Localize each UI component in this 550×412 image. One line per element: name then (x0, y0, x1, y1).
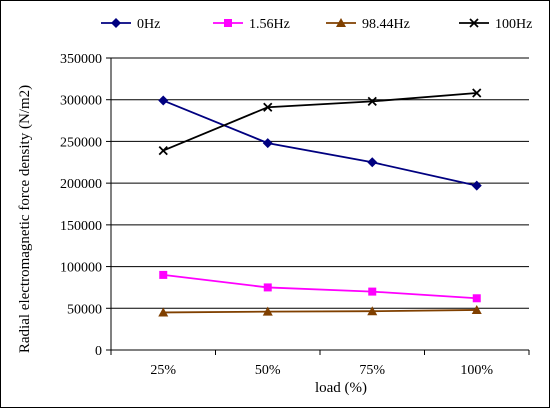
grid-lines (111, 57, 529, 309)
y-tick-label: 150000 (60, 219, 102, 234)
legend-item: 0Hz (101, 17, 160, 32)
legend-marker (111, 18, 121, 28)
legend-item: 98.44Hz (326, 17, 410, 32)
y-tick-label: 0 (95, 344, 102, 359)
data-point (263, 102, 273, 112)
series-100Hz (158, 88, 482, 156)
data-point (472, 294, 481, 303)
x-tick-label: 50% (255, 363, 281, 378)
data-point (368, 287, 377, 296)
legend-item: 1.56Hz (213, 17, 290, 32)
legend-label: 1.56Hz (249, 17, 290, 32)
data-point (367, 306, 378, 316)
legend-label: 0Hz (137, 17, 160, 32)
data-point (367, 96, 377, 107)
data-point (263, 283, 272, 292)
series-line (162, 92, 477, 152)
data-point (472, 88, 482, 98)
x-tick-label: 75% (359, 363, 385, 378)
series-98.44Hz (158, 304, 482, 317)
legend-label: 98.44Hz (362, 17, 410, 32)
legend-marker (469, 18, 479, 28)
y-tick-label: 50000 (67, 302, 102, 317)
y-tick-label: 350000 (60, 52, 102, 67)
data-point (158, 145, 168, 156)
legend-marker (336, 18, 346, 27)
series-0Hz (158, 95, 482, 191)
series-line (163, 274, 477, 300)
y-tick-label: 100000 (60, 261, 102, 276)
data-point (471, 180, 482, 191)
legend-marker (224, 19, 232, 27)
axes: 0 50000 100000 150000 200000 250000 300000 3500… (60, 52, 530, 378)
data-point (158, 307, 169, 317)
y-axis-title: Radial electromagnetic force density (N/… (17, 85, 33, 353)
data-point (158, 95, 169, 106)
y-tick-label: 300000 (60, 94, 102, 109)
x-axis-title: load (%) (315, 380, 367, 396)
series-line (162, 99, 477, 187)
series-line (163, 309, 477, 314)
data-point (262, 138, 273, 149)
legend-item: 100Hz (459, 17, 532, 32)
x-tick-label: 25% (150, 363, 176, 378)
data-point (159, 270, 168, 279)
y-tick-label: 200000 (60, 177, 102, 192)
data-point (262, 306, 273, 316)
data-point (471, 304, 482, 314)
data-point (367, 157, 378, 168)
series-1.56Hz (159, 270, 481, 303)
y-tick-label: 250000 (60, 135, 102, 150)
legend-label: 100Hz (495, 17, 532, 32)
series-layer (158, 88, 482, 317)
legend: 0Hz 1.56Hz 98.44Hz 100Hz (101, 17, 532, 32)
x-tick-label: 100% (460, 363, 493, 378)
